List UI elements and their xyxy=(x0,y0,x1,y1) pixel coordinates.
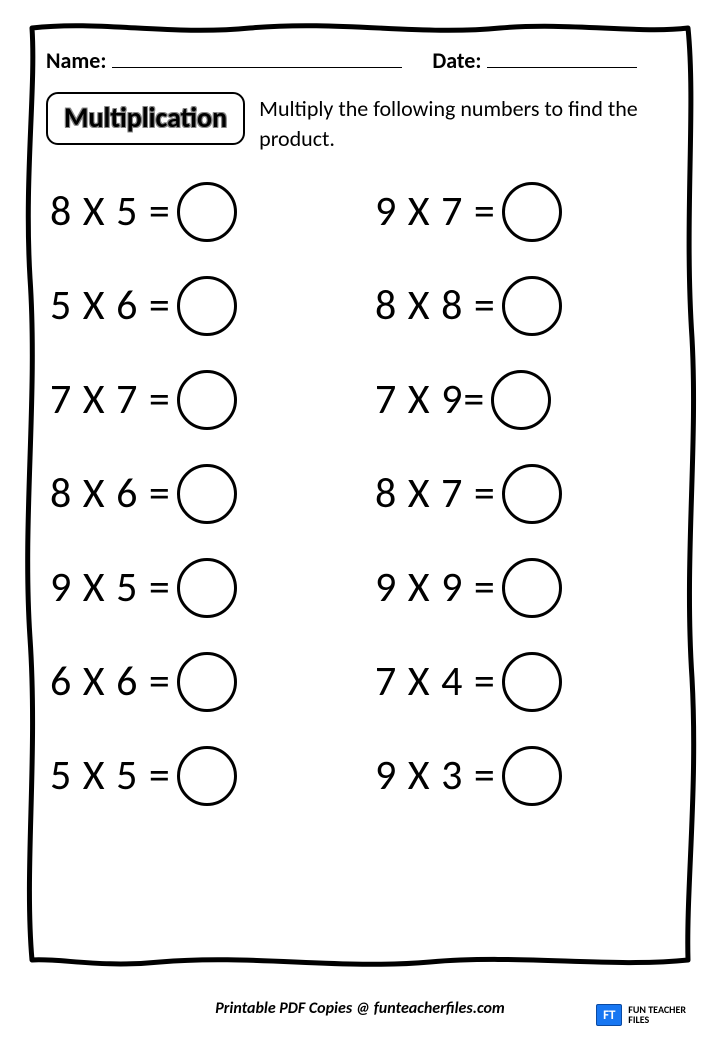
answer-circle[interactable] xyxy=(177,370,237,430)
problem: 9 X 9 = xyxy=(375,558,670,618)
problem: 8 X 6 = xyxy=(50,464,345,524)
title-row: Multiplication Multiply the following nu… xyxy=(46,92,674,153)
problem-expression: 5 X 5 = xyxy=(50,750,171,801)
problem: 9 X 5 = xyxy=(50,558,345,618)
problem: 9 X 7 = xyxy=(375,182,670,242)
header-line: Name: Date: xyxy=(46,44,674,74)
problem: 9 X 3 = xyxy=(375,746,670,806)
problem-expression: 9 X 3 = xyxy=(375,750,496,801)
worksheet-title: Multiplication xyxy=(46,92,245,145)
answer-circle[interactable] xyxy=(502,746,562,806)
problem: 8 X 8 = xyxy=(375,276,670,336)
problem-expression: 8 X 8 = xyxy=(375,280,496,331)
problem-expression: 5 X 6 = xyxy=(50,280,171,331)
problem: 5 X 6 = xyxy=(50,276,345,336)
problems-grid: 8 X 5 = 9 X 7 = 5 X 6 = 8 X 8 = 7 X 7 = 7 X 9… xyxy=(46,182,674,806)
problem: 5 X 5 = xyxy=(50,746,345,806)
problem-expression: 7 X 4 = xyxy=(375,656,496,707)
date-label: Date: xyxy=(432,47,481,74)
problem-expression: 9 X 5 = xyxy=(50,562,171,613)
problem-expression: 7 X 7 = xyxy=(50,374,171,425)
instructions-text: Multiply the following numbers to find t… xyxy=(259,92,674,153)
answer-circle[interactable] xyxy=(177,746,237,806)
answer-circle[interactable] xyxy=(502,464,562,524)
problem: 6 X 6 = xyxy=(50,652,345,712)
problem-expression: 9 X 7 = xyxy=(375,186,496,237)
name-label: Name: xyxy=(46,47,106,74)
problem-expression: 9 X 9 = xyxy=(375,562,496,613)
answer-circle[interactable] xyxy=(502,652,562,712)
answer-circle[interactable] xyxy=(177,464,237,524)
problem-expression: 8 X 5 = xyxy=(50,186,171,237)
problem: 8 X 7 = xyxy=(375,464,670,524)
problem: 7 X 4 = xyxy=(375,652,670,712)
problem-expression: 6 X 6 = xyxy=(50,656,171,707)
problem-expression: 8 X 7 = xyxy=(375,468,496,519)
logo-icon: FT xyxy=(596,1004,622,1026)
date-blank[interactable] xyxy=(487,44,637,68)
answer-circle[interactable] xyxy=(177,276,237,336)
answer-circle[interactable] xyxy=(177,558,237,618)
answer-circle[interactable] xyxy=(502,276,562,336)
problem: 8 X 5 = xyxy=(50,182,345,242)
answer-circle[interactable] xyxy=(177,182,237,242)
brand-logo: FT FUN TEACHER FILES xyxy=(596,1004,686,1026)
answer-circle[interactable] xyxy=(502,182,562,242)
answer-circle[interactable] xyxy=(177,652,237,712)
worksheet-page: Name: Date: Multiplication Multiply the … xyxy=(0,0,720,1040)
problem: 7 X 7 = xyxy=(50,370,345,430)
answer-circle[interactable] xyxy=(491,370,551,430)
content-area: Name: Date: Multiplication Multiply the … xyxy=(20,18,700,970)
answer-circle[interactable] xyxy=(502,558,562,618)
problem-expression: 8 X 6 = xyxy=(50,468,171,519)
problem-expression: 7 X 9= xyxy=(375,374,485,425)
problem: 7 X 9= xyxy=(375,370,670,430)
name-blank[interactable] xyxy=(112,44,402,68)
logo-text: FUN TEACHER FILES xyxy=(628,1005,686,1026)
